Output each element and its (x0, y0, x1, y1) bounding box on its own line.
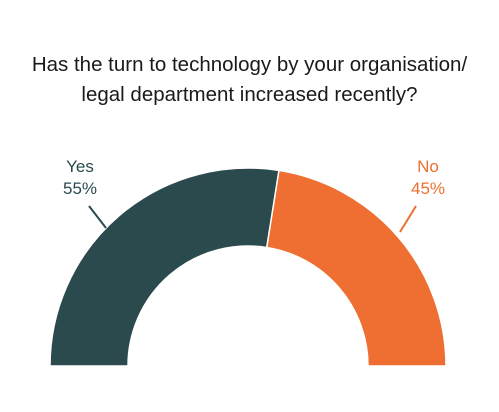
chart-title-line-1: Has the turn to technology by your organ… (31, 53, 468, 76)
chart-title: Has the turn to technology by your organ… (0, 50, 499, 110)
chart-slices (49, 167, 447, 367)
slice-yes (49, 167, 280, 367)
slice-label-yes: Yes (66, 157, 94, 176)
slice-label-no: No (417, 157, 439, 176)
slice-value-no: 45% (411, 179, 445, 198)
leader-line-yes (88, 205, 107, 229)
slice-no (265, 169, 447, 367)
leader-line-no (399, 205, 417, 233)
chart-title-line-2: legal department increased recently? (81, 83, 418, 106)
slice-value-yes: 55% (63, 179, 97, 198)
